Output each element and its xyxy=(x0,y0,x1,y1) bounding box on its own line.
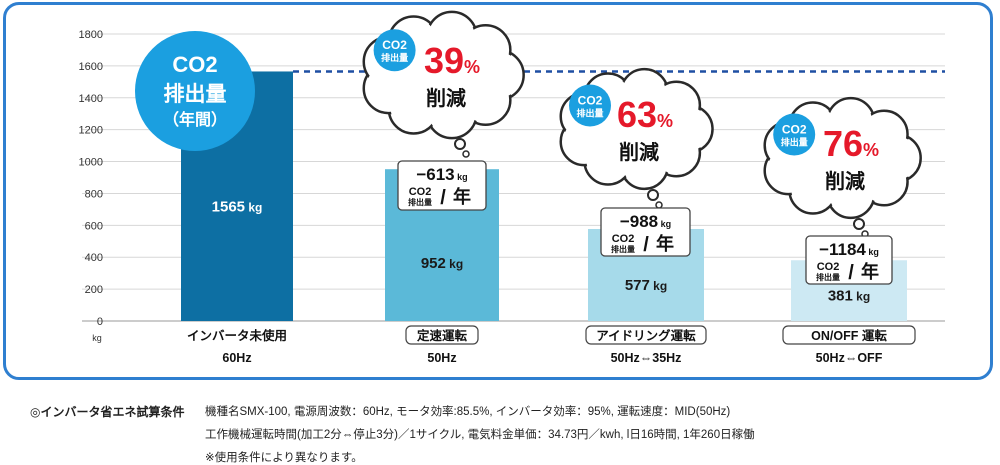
reduction-per-year: 年 xyxy=(453,186,471,207)
category-sub-label: 50Hz⇔35Hz xyxy=(611,351,682,365)
cloud-tail-bubble xyxy=(853,218,865,230)
reduction-amount: −988 kg xyxy=(620,212,671,231)
co2-mini-badge-text: CO2 xyxy=(782,122,807,136)
co2-mini-badge-text: CO2 xyxy=(578,93,603,107)
y-unit-label: kg xyxy=(92,333,102,343)
y-tick-label: 400 xyxy=(85,252,103,264)
co2-mini-badge-text: 排出量 xyxy=(781,136,808,147)
co2-mini-badge-text: 排出量 xyxy=(576,107,603,118)
category-label: 定速運転 xyxy=(416,328,468,343)
reduction-word: 削減 xyxy=(619,140,659,164)
co2-mini-badge xyxy=(373,29,416,72)
co2-mini-badge xyxy=(773,113,816,156)
co2-mini-badge xyxy=(569,84,611,127)
bar-value-label: 577 kg xyxy=(625,277,667,294)
category-label-box xyxy=(782,325,916,345)
reduction-slash: / xyxy=(848,262,854,284)
reduction-amount: −1184 kg xyxy=(819,240,879,259)
y-tick-label: 1400 xyxy=(79,93,103,105)
reduction-percent: 63% xyxy=(617,94,673,135)
bar-value-label: 952 kg xyxy=(421,255,463,272)
cloud-tail-bubble xyxy=(647,189,659,201)
co2-badge-text: （年間） xyxy=(163,110,227,129)
bar-value-label: 1565 kg xyxy=(212,198,263,215)
reduction-co2-label: CO2 xyxy=(409,186,432,198)
reduction-co2-label: CO2 xyxy=(817,261,840,273)
y-tick-label: 200 xyxy=(85,284,103,296)
category-sub-label: 50Hz⇔OFF xyxy=(816,351,883,365)
cloud-tail-bubble xyxy=(462,150,470,158)
co2-badge-text: CO2 xyxy=(172,52,217,77)
category-label: アイドリング運転 xyxy=(596,328,696,343)
reduction-word: 削減 xyxy=(825,169,865,193)
co2-badge-circle xyxy=(135,31,255,151)
y-tick-label: 1600 xyxy=(79,61,103,73)
reduction-co2-label: 排出量 xyxy=(408,197,432,207)
reduction-word: 削減 xyxy=(426,86,466,110)
co2-bar-chart: 0 200 400 600 800 1000 1200 1400 1600 1800 kg 1565 … xyxy=(79,10,945,365)
reduction-amount-box xyxy=(397,160,487,211)
reduction-slash: / xyxy=(643,234,649,256)
conditions-title: ◎インバータ省エネ試算条件 xyxy=(30,405,185,419)
chart-frame xyxy=(3,2,993,380)
reduction-amount-box xyxy=(600,207,691,257)
y-tick-label: 800 xyxy=(85,188,103,200)
category-label: インバータ未使用 xyxy=(187,328,287,343)
bar-value-label: 381 kg xyxy=(828,287,870,304)
category-label-box xyxy=(585,325,707,345)
category-sub-label: 50Hz xyxy=(427,351,456,365)
y-tick-label: 1800 xyxy=(79,29,103,41)
co2-mini-badge-text: 排出量 xyxy=(381,52,408,63)
reduction-per-year: 年 xyxy=(861,261,879,282)
conditions-line-3: ※使用条件により異なります。 xyxy=(205,452,363,464)
reduction-amount-box xyxy=(805,235,893,285)
category-label: ON/OFF 運転 xyxy=(811,328,887,343)
cloud-tail-bubble xyxy=(454,138,466,150)
co2-badge-text: 排出量 xyxy=(164,82,227,106)
category-sub-label: 60Hz xyxy=(222,351,251,365)
y-tick-label: 1000 xyxy=(79,157,103,169)
co2-mini-badge-text: CO2 xyxy=(382,38,407,52)
reduction-percent: 39% xyxy=(424,40,480,81)
reduction-amount: −613 kg xyxy=(416,165,467,184)
reduction-percent: 76% xyxy=(823,123,879,164)
conditions-line-1: 機種名SMX-100, 電源周波数：60Hz, モータ効率:85.5%, インバ… xyxy=(205,406,731,418)
cloud-tail-bubble xyxy=(655,201,663,209)
reduction-co2-label: 排出量 xyxy=(816,272,840,282)
category-label-box xyxy=(405,325,479,345)
reduction-per-year: 年 xyxy=(656,233,674,254)
reduction-co2-label: CO2 xyxy=(612,233,635,245)
reduction-slash: / xyxy=(440,187,446,209)
reduction-co2-label: 排出量 xyxy=(611,244,635,254)
y-tick-label: 1200 xyxy=(79,125,103,137)
y-tick-label: 600 xyxy=(85,220,103,232)
y-tick-label: 0 xyxy=(97,316,103,328)
conditions-line-2: 工作機械運転時間(加工2分⇔停止3分)／1サイクル, 電気料金単価：34.73円… xyxy=(205,429,755,441)
